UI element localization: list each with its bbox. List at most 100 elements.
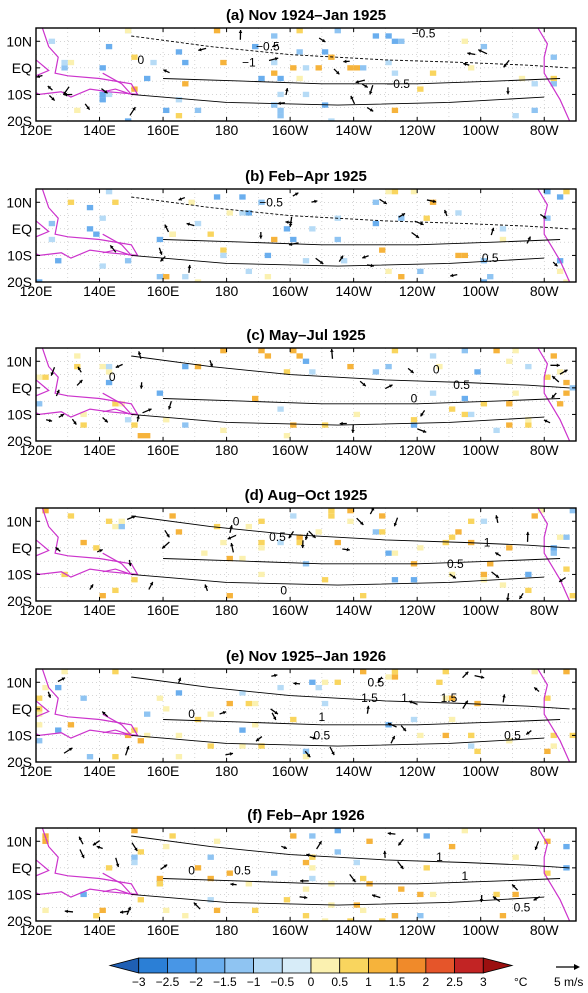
wind-vector-head [450, 273, 454, 278]
x-tick-label: 120W [399, 122, 436, 138]
sst-anomaly-cell [309, 875, 316, 882]
x-tick-label: 100W [462, 922, 499, 938]
wind-vector-head [272, 44, 276, 48]
colorbar-tick-label: 1 [365, 975, 372, 989]
contour-label: 1 [461, 869, 468, 883]
wind-vector-head [259, 235, 263, 239]
wind-vector-head [293, 681, 297, 686]
sst-anomaly-cell [156, 875, 164, 882]
y-tick-label: 10N [6, 833, 32, 849]
sst-anomaly-cell [417, 86, 424, 92]
sst-anomaly-cell [448, 716, 456, 723]
sst-anomaly-cell [417, 545, 424, 551]
sst-anomaly-cell [61, 59, 68, 66]
contour-line [131, 35, 570, 69]
wind-vector-head [352, 878, 356, 883]
wind-vector-head [495, 574, 499, 578]
sst-anomaly-cell [398, 886, 405, 892]
sst-anomaly-cell [499, 582, 507, 588]
wind-vector-head [525, 531, 530, 535]
coastline [36, 58, 50, 77]
wind-vector-head [444, 209, 448, 214]
sst-anomaly-cell [239, 210, 246, 216]
wind-vector-head [283, 845, 287, 850]
wind-vector-head [467, 51, 471, 56]
sst-anomaly-cell [385, 363, 392, 370]
wind-vector-head [99, 549, 103, 553]
wind-vector-head [255, 737, 260, 742]
x-tick-label: 160W [272, 602, 309, 618]
wind-vector-head [274, 673, 278, 678]
contour-line [131, 573, 545, 586]
sst-anomaly-cell [264, 274, 272, 280]
wind-vector-head [128, 562, 132, 567]
coastline [36, 378, 50, 397]
wind-vector-head [383, 200, 387, 204]
sst-anomaly-cell [182, 422, 189, 428]
colorbar-tick-label: −0.5 [270, 975, 294, 989]
sst-anomaly-cell [207, 854, 214, 860]
wind-vector-head [227, 536, 232, 540]
x-tick-label: 80W [530, 602, 560, 618]
sst-anomaly-cell [207, 743, 214, 749]
x-tick-label: 140E [83, 763, 116, 779]
sst-anomaly-cell [226, 700, 233, 707]
sst-anomaly-cell [226, 870, 233, 876]
wind-vector-head [512, 884, 516, 888]
sst-anomaly-cell [163, 843, 170, 850]
sst-anomaly-cell [353, 65, 360, 71]
wind-vector-head [36, 74, 40, 79]
sst-anomaly-cell [74, 107, 81, 114]
wind-vector-head [543, 419, 548, 423]
sst-anomaly-cell [271, 59, 278, 66]
sst-anomaly-cell [531, 81, 538, 87]
wind-vector-head [490, 227, 495, 232]
colorbar-tick-label: −1.5 [213, 975, 237, 989]
sst-anomaly-cell [544, 215, 551, 221]
sst-anomaly-cell [334, 236, 341, 243]
sst-anomaly-cell [353, 859, 360, 866]
sst-anomaly-cell [480, 577, 488, 583]
coastline [36, 28, 139, 98]
sst-anomaly-cell [302, 91, 310, 98]
sst-anomaly-cell [220, 247, 227, 253]
wind-vector-head [410, 369, 414, 374]
sst-anomaly-cell [194, 716, 202, 723]
y-tick-label: 10N [6, 194, 32, 210]
wind-vector-head [148, 408, 152, 412]
x-tick-label: 180 [215, 442, 239, 458]
contour-label: 0 [233, 514, 240, 528]
sst-anomaly-cell [461, 348, 468, 354]
sst-anomaly-cell [461, 38, 468, 44]
wind-vector-head [339, 255, 344, 260]
x-tick-label: 160E [147, 122, 180, 138]
sst-anomaly-cell [36, 722, 43, 728]
sst-anomaly-cell [194, 279, 202, 282]
sst-anomaly-cell [245, 700, 252, 707]
sst-anomaly-cell [207, 875, 214, 882]
sst-anomaly-cell [156, 236, 164, 243]
sst-anomaly-cell [175, 690, 183, 696]
sst-anomaly-cell [563, 189, 570, 195]
coastline [102, 872, 134, 896]
sst-anomaly-cell [55, 258, 62, 264]
plot-frame [35, 827, 577, 922]
sst-anomaly-cell [468, 732, 475, 739]
wind-vector-head [360, 521, 364, 525]
sst-anomaly-cell [379, 529, 386, 535]
coastline [102, 233, 134, 257]
y-tick-label: 20S [7, 913, 32, 929]
x-tick-label: 160E [147, 922, 180, 938]
wind-vector-head [335, 70, 340, 75]
sst-anomaly-cell [556, 534, 564, 540]
sst-anomaly-cell [347, 65, 354, 71]
colorbar-tick-label: 0 [308, 975, 315, 989]
wind-vector-head [304, 536, 309, 540]
sst-anomaly-cell [93, 913, 100, 919]
x-tick-label: 160W [272, 283, 309, 299]
plot-frame [35, 347, 577, 442]
sst-anomaly-cell [74, 353, 81, 359]
sst-anomaly-cell [334, 828, 341, 834]
wind-vector-head [134, 847, 138, 852]
sst-anomaly-cell [309, 679, 316, 685]
